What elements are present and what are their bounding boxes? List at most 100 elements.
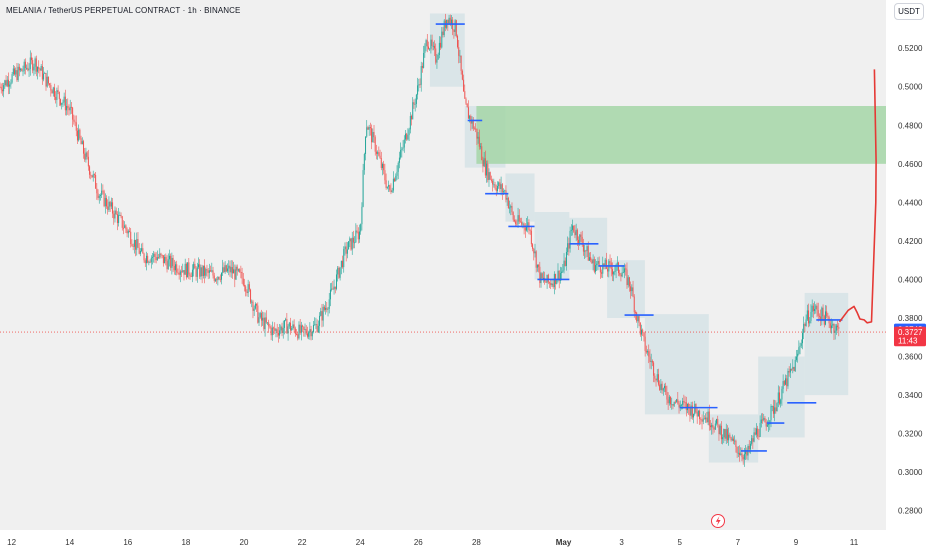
- candle-body: [645, 350, 647, 353]
- candle-body: [391, 190, 393, 193]
- candle-body: [576, 229, 578, 240]
- candle-body: [743, 454, 745, 460]
- candle-body: [605, 259, 607, 269]
- y-tick-label: 0.3600: [898, 353, 923, 362]
- candle-body: [129, 231, 131, 232]
- candle-body: [193, 263, 195, 270]
- candle-body: [333, 286, 335, 290]
- candle-body: [306, 333, 308, 337]
- candle-body: [540, 273, 542, 284]
- candle-body: [106, 197, 108, 207]
- candle-body: [91, 175, 93, 178]
- candle-body: [728, 434, 730, 441]
- candle-body: [210, 270, 212, 272]
- candle-body: [636, 312, 638, 322]
- candle-body: [373, 131, 375, 138]
- candle-body: [793, 366, 795, 372]
- candle-body: [647, 351, 649, 353]
- currency-button[interactable]: USDT: [894, 3, 924, 20]
- candle-body: [53, 87, 55, 97]
- candle-body: [534, 251, 536, 254]
- candle-body: [263, 317, 265, 330]
- candle-body: [621, 272, 623, 277]
- candle-body: [331, 288, 333, 290]
- candle-body: [142, 248, 144, 254]
- candle-body: [14, 68, 16, 75]
- candle-body: [591, 260, 593, 264]
- candle-body: [734, 440, 736, 442]
- candle-body: [458, 47, 460, 56]
- candle-body: [355, 230, 357, 243]
- candle-body: [746, 450, 748, 456]
- candle-body: [572, 225, 574, 230]
- candle-body: [569, 230, 571, 249]
- candle-body: [120, 215, 122, 217]
- candle-body: [568, 243, 570, 249]
- candle-body: [404, 133, 406, 140]
- candle-body: [69, 106, 71, 111]
- candle-body: [16, 70, 18, 81]
- candle-body: [23, 61, 25, 71]
- x-tick-label: 12: [7, 538, 16, 547]
- candle-body: [268, 322, 270, 327]
- candle-body: [246, 291, 248, 294]
- candle-body: [676, 399, 678, 402]
- candle-body: [92, 174, 94, 178]
- candle-body: [789, 368, 791, 373]
- candle-body: [595, 265, 597, 272]
- candle-body: [179, 271, 181, 275]
- projection-path: [838, 69, 877, 324]
- candle-body: [602, 263, 604, 274]
- candle-body: [55, 96, 57, 100]
- candle-body: [131, 243, 133, 247]
- candle-body: [626, 269, 628, 286]
- candle-body: [302, 325, 304, 327]
- candle-body: [64, 96, 66, 111]
- candle-body: [611, 269, 613, 275]
- candle-body: [481, 146, 483, 161]
- candle-body: [580, 234, 582, 237]
- candle-body: [504, 190, 506, 192]
- candle-body: [592, 259, 594, 264]
- candle-body: [124, 225, 126, 228]
- candle-body: [114, 210, 116, 219]
- candle-body: [672, 404, 674, 406]
- candle-body: [233, 269, 235, 274]
- candle-body: [699, 410, 701, 420]
- candle-body: [401, 148, 403, 150]
- candle-body: [429, 48, 431, 50]
- candle-body: [343, 249, 345, 268]
- candle-body: [293, 324, 295, 329]
- candle-body: [477, 136, 479, 139]
- candle-body: [258, 317, 260, 323]
- candle-body: [526, 225, 528, 231]
- candle-body: [417, 85, 419, 95]
- candle-body: [260, 313, 262, 321]
- candle-body: [408, 129, 410, 136]
- candle-body: [407, 135, 409, 140]
- candle-body: [748, 445, 750, 450]
- candle-body: [222, 267, 224, 273]
- y-tick-label: 0.3800: [898, 314, 923, 323]
- last-price-tag: 0.3727: [894, 326, 926, 338]
- candle-body: [323, 306, 325, 310]
- candle-body: [137, 239, 139, 248]
- candle-body: [503, 191, 505, 193]
- candle-body: [322, 306, 324, 321]
- candle-body: [759, 423, 761, 437]
- candle-body: [725, 429, 727, 439]
- candle-body: [778, 392, 780, 404]
- candle-body: [620, 274, 622, 277]
- candle-body: [250, 289, 252, 303]
- candle-body: [107, 206, 109, 210]
- candle-body: [350, 238, 352, 250]
- candle-body: [498, 182, 500, 187]
- candle-body: [573, 225, 575, 232]
- candle-body: [533, 248, 535, 254]
- candle-body: [581, 236, 583, 245]
- candle-body: [132, 246, 134, 247]
- candle-body: [224, 265, 226, 273]
- candle-body: [808, 310, 810, 324]
- candle-body: [691, 405, 693, 418]
